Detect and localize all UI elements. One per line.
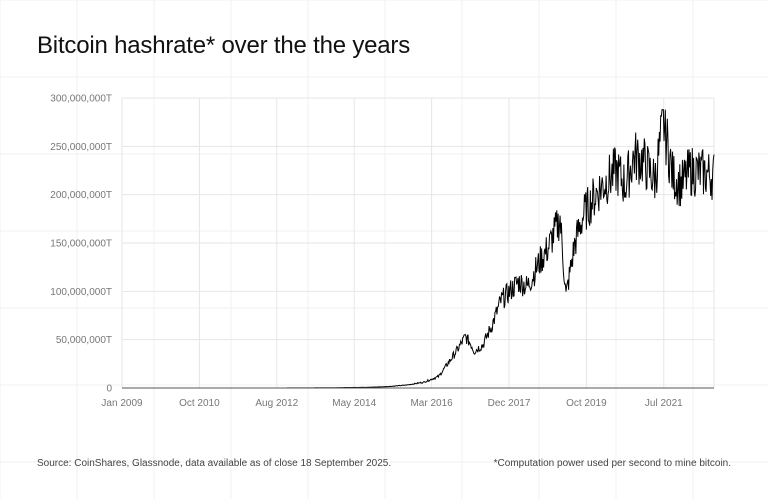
y-tick-label: 200,000,000T xyxy=(50,190,112,201)
y-tick-label: 250,000,000T xyxy=(50,142,112,153)
y-axis-ticks: 0 50,000,000T 100,000,000T 150,000,000T 200,… xyxy=(50,94,112,395)
x-axis-ticks: Jan 2009 Oct 2010 Aug 2012 May 2014 Mar 2016… xyxy=(101,398,683,409)
chart-title: Bitcoin hashrate* over the the years xyxy=(37,32,411,59)
x-tick-label: Oct 2010 xyxy=(179,398,220,409)
x-tick-label: May 2014 xyxy=(332,398,376,409)
gridlines xyxy=(121,97,715,389)
y-tick-label: 0 xyxy=(106,384,112,395)
x-tick-label: Oct 2019 xyxy=(566,398,607,409)
x-tick-label: Mar 2016 xyxy=(410,398,453,409)
y-tick-label: 300,000,000T xyxy=(50,94,112,105)
y-tick-label: 150,000,000T xyxy=(50,239,112,250)
x-tick-label: Aug 2012 xyxy=(255,398,298,409)
x-tick-label: Jan 2009 xyxy=(101,398,143,409)
source-note: Source: CoinShares, Glassnode, data avai… xyxy=(37,458,392,469)
footnote: *Computation power used per second to mi… xyxy=(493,458,731,469)
y-tick-label: 50,000,000T xyxy=(56,335,112,346)
x-tick-label: Dec 2017 xyxy=(488,398,531,409)
hashrate-line xyxy=(122,109,715,389)
y-tick-label: 100,000,000T xyxy=(50,287,112,298)
x-tick-label: Jul 2021 xyxy=(645,398,683,409)
